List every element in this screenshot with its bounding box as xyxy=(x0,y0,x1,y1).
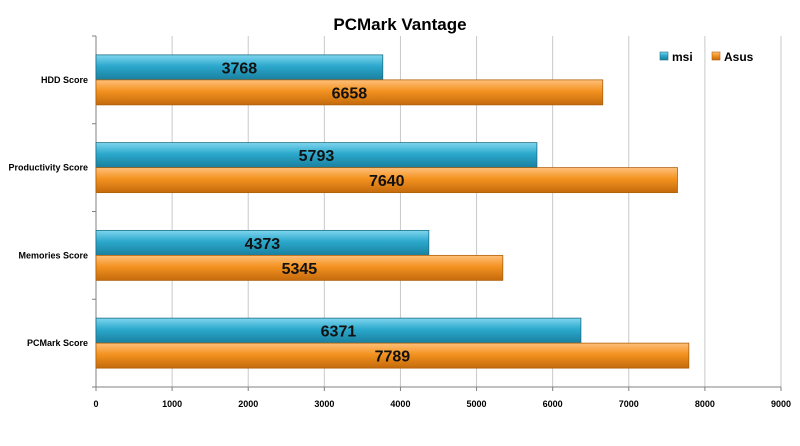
category-label: HDD Score xyxy=(41,75,88,85)
x-tick-label: 5000 xyxy=(467,399,487,409)
category-label: Productivity Score xyxy=(8,163,88,173)
x-tick-label: 3000 xyxy=(314,399,334,409)
legend-swatch-msi xyxy=(659,51,669,61)
bars xyxy=(95,54,690,369)
bar-asus-productivity-score xyxy=(95,167,678,194)
bar-msi-memories-score xyxy=(95,229,430,256)
x-tick-label: 1000 xyxy=(162,399,182,409)
legend: msi Asus xyxy=(659,50,754,64)
bar-asus-memories-score xyxy=(95,254,504,281)
data-label: 4373 xyxy=(245,236,281,253)
bar-msi-pcmark-score xyxy=(95,317,582,344)
x-tick-label: 4000 xyxy=(390,399,410,409)
data-label: 5345 xyxy=(282,261,318,278)
data-label: 7789 xyxy=(375,349,411,366)
legend-label-msi: msi xyxy=(672,50,693,64)
x-tick-label: 7000 xyxy=(619,399,639,409)
x-tick-label: 9000 xyxy=(771,399,791,409)
data-label: 7640 xyxy=(369,173,405,190)
bar-msi-hdd-score xyxy=(95,54,384,81)
chart-title: PCMark Vantage xyxy=(333,15,466,34)
data-label: 6658 xyxy=(332,85,368,102)
legend-swatch-asus xyxy=(711,51,721,61)
category-label: PCMark Score xyxy=(27,338,88,348)
bar-asus-pcmark-score xyxy=(95,342,690,369)
legend-label-asus: Asus xyxy=(724,50,754,64)
bar-msi-productivity-score xyxy=(95,142,538,169)
x-tick-label: 0 xyxy=(93,399,98,409)
axes: 0 1000 2000 3000 4000 5000 6000 7000 8000 9000 HDD… xyxy=(8,35,791,409)
data-label: 3768 xyxy=(222,60,258,77)
x-tick-label: 2000 xyxy=(238,399,258,409)
x-tick-label: 8000 xyxy=(695,399,715,409)
data-label: 5793 xyxy=(299,148,335,165)
category-label: Memories Score xyxy=(18,250,88,260)
data-label: 6371 xyxy=(321,324,357,341)
bar-asus-hdd-score xyxy=(95,79,604,106)
x-tick-label: 6000 xyxy=(543,399,563,409)
